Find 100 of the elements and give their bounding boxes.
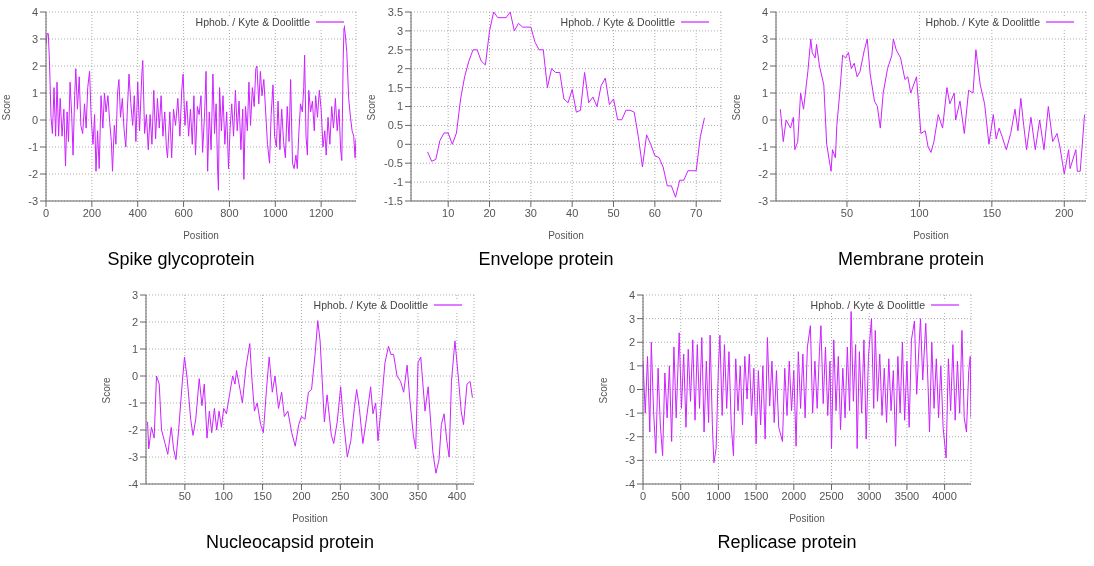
x-tick-label: 300 xyxy=(370,489,389,502)
x-tick-label: 70 xyxy=(690,206,703,219)
x-tick-label: 350 xyxy=(408,489,428,502)
y-tick-label: 0 xyxy=(131,369,138,382)
x-tick-label: 500 xyxy=(671,489,690,502)
legend-label: Hphob. / Kyte & Doolittle xyxy=(810,299,925,311)
x-tick-label: 1000 xyxy=(263,206,288,219)
y-tick-label: -3 xyxy=(758,194,768,207)
y-tick-label: -2 xyxy=(758,167,768,180)
x-tick-label: 20 xyxy=(483,206,496,219)
y-tick-label: -3 xyxy=(625,454,635,467)
y-tick-label: -4 xyxy=(625,477,635,490)
y-tick-label: -0.5 xyxy=(384,157,403,170)
text: Envelope protein xyxy=(477,249,615,270)
y-tick-label: -4 xyxy=(128,477,138,490)
x-tick-label: 250 xyxy=(331,489,350,502)
y-axis-title: Score xyxy=(0,93,12,121)
y-tick-label: -1 xyxy=(28,140,38,153)
line-series xyxy=(779,38,1086,175)
y-tick-label: 3 xyxy=(396,24,403,37)
y-tick-label: -2 xyxy=(625,430,635,443)
x-tick-label: 50 xyxy=(840,206,854,219)
y-tick-label: -2 xyxy=(28,167,38,180)
y-tick-label: 2 xyxy=(628,336,635,349)
y-tick-label: 2 xyxy=(131,315,138,328)
y-tick-label: -1.5 xyxy=(384,194,403,207)
x-tick-label: 200 xyxy=(1055,206,1074,219)
x-tick-label: 50 xyxy=(178,489,191,502)
y-tick-label: 1 xyxy=(31,86,38,99)
x-tick-label: 150 xyxy=(253,489,272,502)
x-tick-label: 0 xyxy=(42,206,50,219)
x-tick-label: 100 xyxy=(910,206,929,219)
y-tick-label: 2.5 xyxy=(387,43,403,56)
x-axis-title: Position xyxy=(183,230,219,241)
y-tick-label: 1 xyxy=(761,86,768,99)
x-axis-title: Position xyxy=(292,513,328,524)
x-tick-label: 400 xyxy=(128,206,147,219)
legend-label: Hphob. / Kyte & Doolittle xyxy=(560,16,675,28)
line-series xyxy=(147,320,473,474)
x-tick-label: 150 xyxy=(982,206,1002,219)
legend-label: Hphob. / Kyte & Doolittle xyxy=(195,16,310,28)
x-tick-label: 4000 xyxy=(932,489,957,502)
y-tick-label: 0 xyxy=(31,113,38,126)
y-tick-label: 1 xyxy=(131,342,138,355)
y-tick-label: 2 xyxy=(31,59,38,72)
y-axis-title: Score xyxy=(597,376,609,404)
y-tick-label: 0.5 xyxy=(387,119,403,132)
x-tick-label: 100 xyxy=(214,489,233,502)
y-tick-label: 3.5 xyxy=(387,5,403,18)
y-tick-label: 4 xyxy=(628,288,635,301)
x-tick-label: 1500 xyxy=(743,489,769,502)
line-series xyxy=(427,12,705,198)
y-tick-label: -1 xyxy=(393,176,403,189)
y-tick-label: 0 xyxy=(628,383,635,396)
text: Nucleocapsid protein xyxy=(204,532,376,553)
y-tick-label: 2 xyxy=(396,62,403,75)
y-tick-label: -3 xyxy=(128,450,138,463)
x-tick-label: 30 xyxy=(524,206,537,219)
y-tick-label: 4 xyxy=(31,5,38,18)
x-tick-label: 2000 xyxy=(781,489,807,502)
x-tick-label: 200 xyxy=(82,206,102,219)
x-axis-title: Position xyxy=(789,513,825,524)
x-tick-label: 400 xyxy=(447,489,467,502)
x-tick-label: 10 xyxy=(442,206,455,219)
x-tick-label: 3500 xyxy=(894,489,920,502)
legend-label: Hphob. / Kyte & Doolittle xyxy=(925,16,1040,28)
y-tick-label: -2 xyxy=(128,423,138,436)
x-axis-title: Position xyxy=(913,230,949,241)
x-tick-label: 40 xyxy=(566,206,579,219)
x-axis-title: Position xyxy=(548,230,584,241)
y-tick-label: 4 xyxy=(761,5,768,18)
y-axis-title: Score xyxy=(730,93,742,121)
x-tick-label: 1200 xyxy=(308,206,334,219)
y-tick-label: 2 xyxy=(761,59,768,72)
y-tick-label: 1 xyxy=(396,100,403,113)
y-tick-label: 1.5 xyxy=(387,81,403,94)
y-tick-label: -1 xyxy=(128,396,138,409)
x-tick-label: 0 xyxy=(639,489,647,502)
x-tick-label: 60 xyxy=(648,206,661,219)
y-axis-title: Score xyxy=(365,93,377,121)
y-tick-label: 0 xyxy=(396,138,403,151)
x-tick-label: 1000 xyxy=(706,489,731,502)
x-tick-label: 200 xyxy=(292,489,311,502)
y-tick-label: -1 xyxy=(758,140,768,153)
y-tick-label: -1 xyxy=(625,407,635,420)
y-tick-label: 1 xyxy=(628,359,635,372)
y-tick-label: 3 xyxy=(31,32,38,45)
y-axis-title: Score xyxy=(100,376,112,404)
text: Membrane protein xyxy=(836,249,986,270)
y-tick-label: -3 xyxy=(28,194,38,207)
text: Replicase protein xyxy=(716,532,858,553)
x-tick-label: 2500 xyxy=(819,489,844,502)
x-tick-label: 50 xyxy=(607,206,620,219)
text: Spike glycoprotein xyxy=(106,249,256,270)
y-tick-label: 3 xyxy=(628,312,635,325)
y-tick-label: 3 xyxy=(131,288,138,301)
x-tick-label: 3000 xyxy=(856,489,882,502)
x-tick-label: 800 xyxy=(220,206,239,219)
y-tick-label: 3 xyxy=(761,32,768,45)
line-series xyxy=(643,311,971,464)
